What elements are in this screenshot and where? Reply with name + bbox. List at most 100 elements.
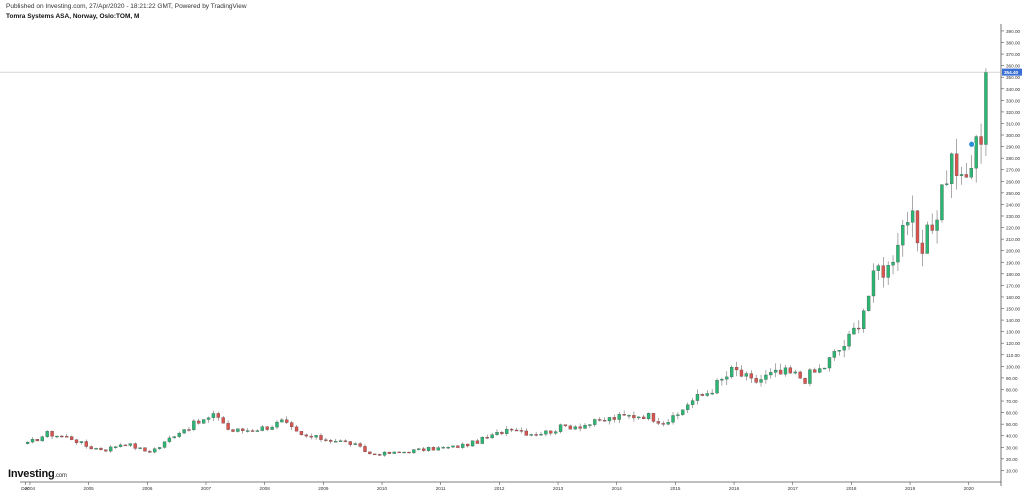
y-tick-label: 110.00 <box>1006 353 1020 358</box>
candle-body <box>534 434 538 436</box>
candle-body <box>309 435 313 438</box>
candle-body <box>358 443 362 447</box>
candle-body <box>84 441 88 447</box>
candle-body <box>612 417 617 420</box>
candle-body <box>304 434 308 437</box>
candle-body <box>573 426 577 430</box>
candle-body <box>959 174 964 176</box>
candle-body <box>818 368 822 373</box>
candle-body <box>104 449 108 452</box>
candle-body <box>431 447 436 451</box>
candle-body <box>539 433 543 436</box>
candle-body <box>270 426 274 430</box>
y-tick-label: 100.00 <box>1006 364 1020 369</box>
candle-body <box>554 431 558 434</box>
candle-body <box>637 416 641 419</box>
candle-body <box>245 430 250 432</box>
candle-body <box>167 437 172 442</box>
y-tick-label: 340.00 <box>1006 87 1020 92</box>
candle-body <box>466 443 470 447</box>
candle-body <box>133 443 137 449</box>
candle-body <box>871 270 876 297</box>
candle-body <box>769 372 773 376</box>
candle-body <box>940 184 944 221</box>
candle-body <box>720 379 724 381</box>
candle-body <box>974 136 978 169</box>
candle-body <box>153 448 157 453</box>
y-tick-label: 380.00 <box>1006 41 1020 46</box>
y-tick-label: 170.00 <box>1006 283 1020 288</box>
candle-body <box>226 423 230 430</box>
candle-body <box>607 417 612 422</box>
candle-body <box>45 431 49 437</box>
candle-body <box>216 413 220 418</box>
y-tick-label: 30.00 <box>1006 445 1018 450</box>
candle-body <box>686 404 690 410</box>
y-tick-label: 230.00 <box>1006 214 1020 219</box>
candle-body <box>495 432 499 435</box>
candle-body <box>148 451 152 453</box>
candle-body <box>505 428 509 434</box>
candle-body <box>392 451 396 454</box>
y-tick-label: 50.00 <box>1006 422 1018 427</box>
y-tick-label: 90.00 <box>1006 376 1018 381</box>
candle-body <box>979 136 983 145</box>
candle-body <box>99 448 103 450</box>
y-tick-label: 250.00 <box>1006 191 1020 196</box>
candle-body <box>397 451 401 454</box>
candle-body <box>25 441 30 444</box>
candle-body <box>744 373 749 377</box>
candle-body <box>847 333 851 347</box>
candle-body <box>55 435 59 438</box>
candle-body <box>69 436 74 440</box>
candle-body <box>519 430 524 432</box>
candle-body <box>373 453 377 456</box>
candle-body <box>255 430 260 432</box>
candle-body <box>524 430 529 436</box>
candle-body <box>984 71 988 145</box>
candle-body <box>778 369 783 375</box>
candle-body <box>451 445 455 448</box>
candle-body <box>862 310 866 330</box>
y-tick-label: 210.00 <box>1006 237 1020 242</box>
candle-body <box>206 417 211 420</box>
x-tick-label: 2009 <box>318 486 329 491</box>
candle-body <box>172 436 176 439</box>
candle-body <box>563 424 568 427</box>
candle-body <box>749 373 753 379</box>
candle-body <box>705 393 709 396</box>
candle-body <box>201 419 206 424</box>
x-tick-label: 2014 <box>612 486 623 491</box>
candle-body <box>128 443 132 446</box>
candle-body <box>837 350 841 352</box>
y-tick-label: 190.00 <box>1006 260 1020 265</box>
candle-body <box>876 265 881 271</box>
candle-body <box>60 435 64 438</box>
y-tick-label: 330.00 <box>1006 98 1020 103</box>
candle-body <box>598 419 602 421</box>
logo-suffix: .com <box>54 473 67 479</box>
candle-body <box>788 367 793 374</box>
candle-body <box>593 419 597 425</box>
candle-body <box>236 428 240 432</box>
candle-body <box>906 222 910 226</box>
candle-body <box>412 449 416 453</box>
candle-body <box>920 242 925 254</box>
y-tick-label: 280.00 <box>1006 156 1020 161</box>
x-tick-label: 2007 <box>201 486 212 491</box>
candle-body <box>387 451 392 454</box>
candle-body <box>700 394 705 396</box>
candle-body <box>338 440 343 442</box>
candle-body <box>822 367 827 370</box>
candle-body <box>285 419 289 423</box>
candle-body <box>490 434 494 439</box>
y-tick-label: 160.00 <box>1006 295 1020 300</box>
candle-body <box>446 446 450 449</box>
candle-body <box>299 431 304 436</box>
investing-logo: Investing.com <box>8 468 67 480</box>
candle-body <box>627 415 631 417</box>
candle-body <box>177 432 181 437</box>
candle-body <box>353 443 357 445</box>
candle-body <box>348 441 352 445</box>
